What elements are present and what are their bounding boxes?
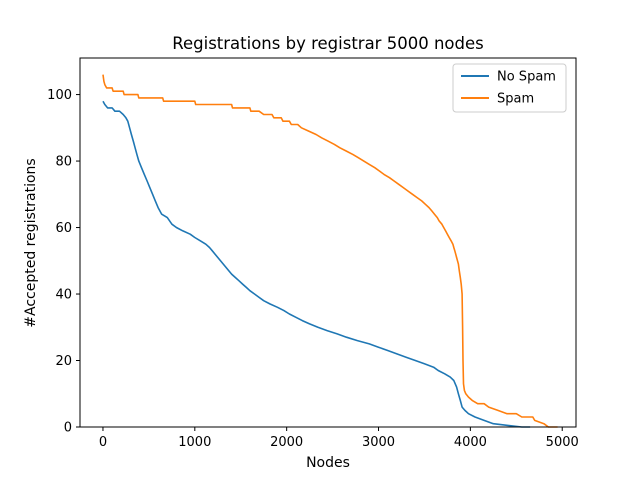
x-tick-label: 3000 [362,435,395,450]
x-axis-ticks: 0 1000 2000 3000 4000 5000 [99,427,579,450]
y-tick-label: 20 [55,354,72,369]
x-axis-title: Nodes [306,455,350,471]
legend-label: No Spam [497,70,556,85]
plot-lines [102,74,558,428]
plot-area-frame [79,57,577,428]
y-tick-label: 60 [55,221,72,236]
x-tick-label: 5000 [546,435,579,450]
y-tick-label: 0 [64,421,72,436]
y-tick-label: 80 [55,155,72,170]
x-tick-label: 2000 [270,435,303,450]
x-tick-label: 4000 [454,435,487,450]
series-line-spam [102,74,558,428]
y-tick-label: 100 [47,88,72,103]
x-tick-label: 0 [99,435,107,450]
y-tick-label: 40 [55,288,72,303]
series-line-no-spam [102,100,531,428]
y-axis-ticks: 0 20 40 60 80 100 [47,88,80,436]
legend: No Spam Spam [452,63,567,113]
legend-label: Spam [497,92,534,107]
y-axis-title: #Accepted registrations [23,158,39,327]
chart-title: Registrations by registrar 5000 nodes [172,34,483,53]
x-tick-label: 1000 [178,435,211,450]
